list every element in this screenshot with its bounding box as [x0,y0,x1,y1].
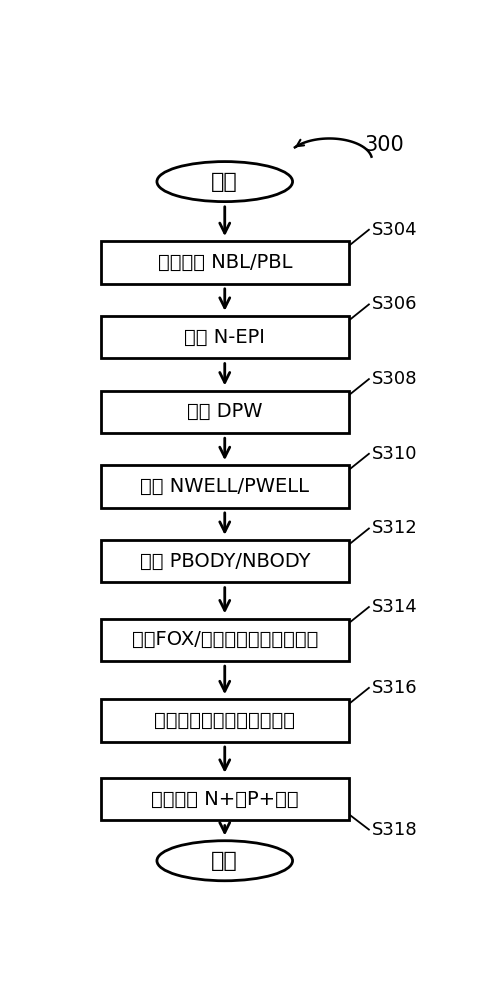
Text: S312: S312 [372,519,418,537]
Text: 形成栅极氧化层和多晶硅栅: 形成栅极氧化层和多晶硅栅 [154,711,295,730]
Text: 注入形成 N+和P+区域: 注入形成 N+和P+区域 [151,790,299,809]
Text: 形成 DPW: 形成 DPW [187,402,262,421]
Bar [101,391,349,433]
Text: S310: S310 [372,445,418,463]
Text: 生长 N-EPI: 生长 N-EPI [185,328,265,347]
Bar [101,465,349,508]
Bar [101,540,349,582]
Text: S308: S308 [372,370,418,388]
Text: 开始: 开始 [211,172,238,192]
Bar [101,241,349,284]
Bar [101,316,349,358]
Text: S314: S314 [372,598,418,616]
Text: 形成 NWELL/PWELL: 形成 NWELL/PWELL [140,477,309,496]
Text: 形成FOX/有源区域和漏极氧化层: 形成FOX/有源区域和漏极氧化层 [131,630,318,649]
Text: 300: 300 [364,135,404,155]
Text: 形成 PBODY/NBODY: 形成 PBODY/NBODY [139,552,310,571]
Text: S318: S318 [372,821,418,839]
Text: S304: S304 [372,221,418,239]
Bar [101,619,349,661]
Bar [101,699,349,742]
Text: 结束: 结束 [211,851,238,871]
Text: S316: S316 [372,679,418,697]
Text: 注入形成 NBL/PBL: 注入形成 NBL/PBL [158,253,292,272]
Ellipse shape [157,841,293,881]
Ellipse shape [157,162,293,202]
Text: S306: S306 [372,295,418,313]
Bar [101,778,349,820]
